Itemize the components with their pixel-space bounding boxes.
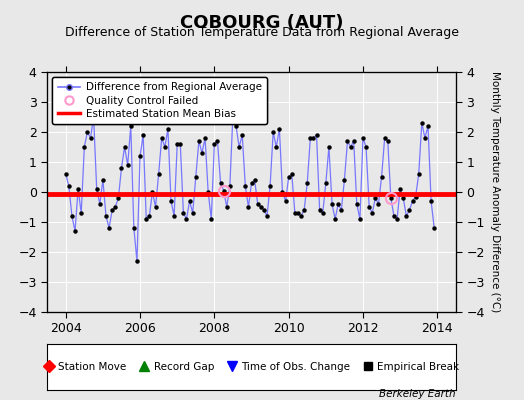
Legend: Station Move, Record Gap, Time of Obs. Change, Empirical Break: Station Move, Record Gap, Time of Obs. C… bbox=[39, 358, 464, 376]
Y-axis label: Monthly Temperature Anomaly Difference (°C): Monthly Temperature Anomaly Difference (… bbox=[490, 71, 500, 313]
Text: Difference of Station Temperature Data from Regional Average: Difference of Station Temperature Data f… bbox=[65, 26, 459, 39]
Text: COBOURG (AUT): COBOURG (AUT) bbox=[180, 14, 344, 32]
Legend: Difference from Regional Average, Quality Control Failed, Estimated Station Mean: Difference from Regional Average, Qualit… bbox=[52, 77, 267, 124]
Text: Berkeley Earth: Berkeley Earth bbox=[379, 389, 456, 399]
